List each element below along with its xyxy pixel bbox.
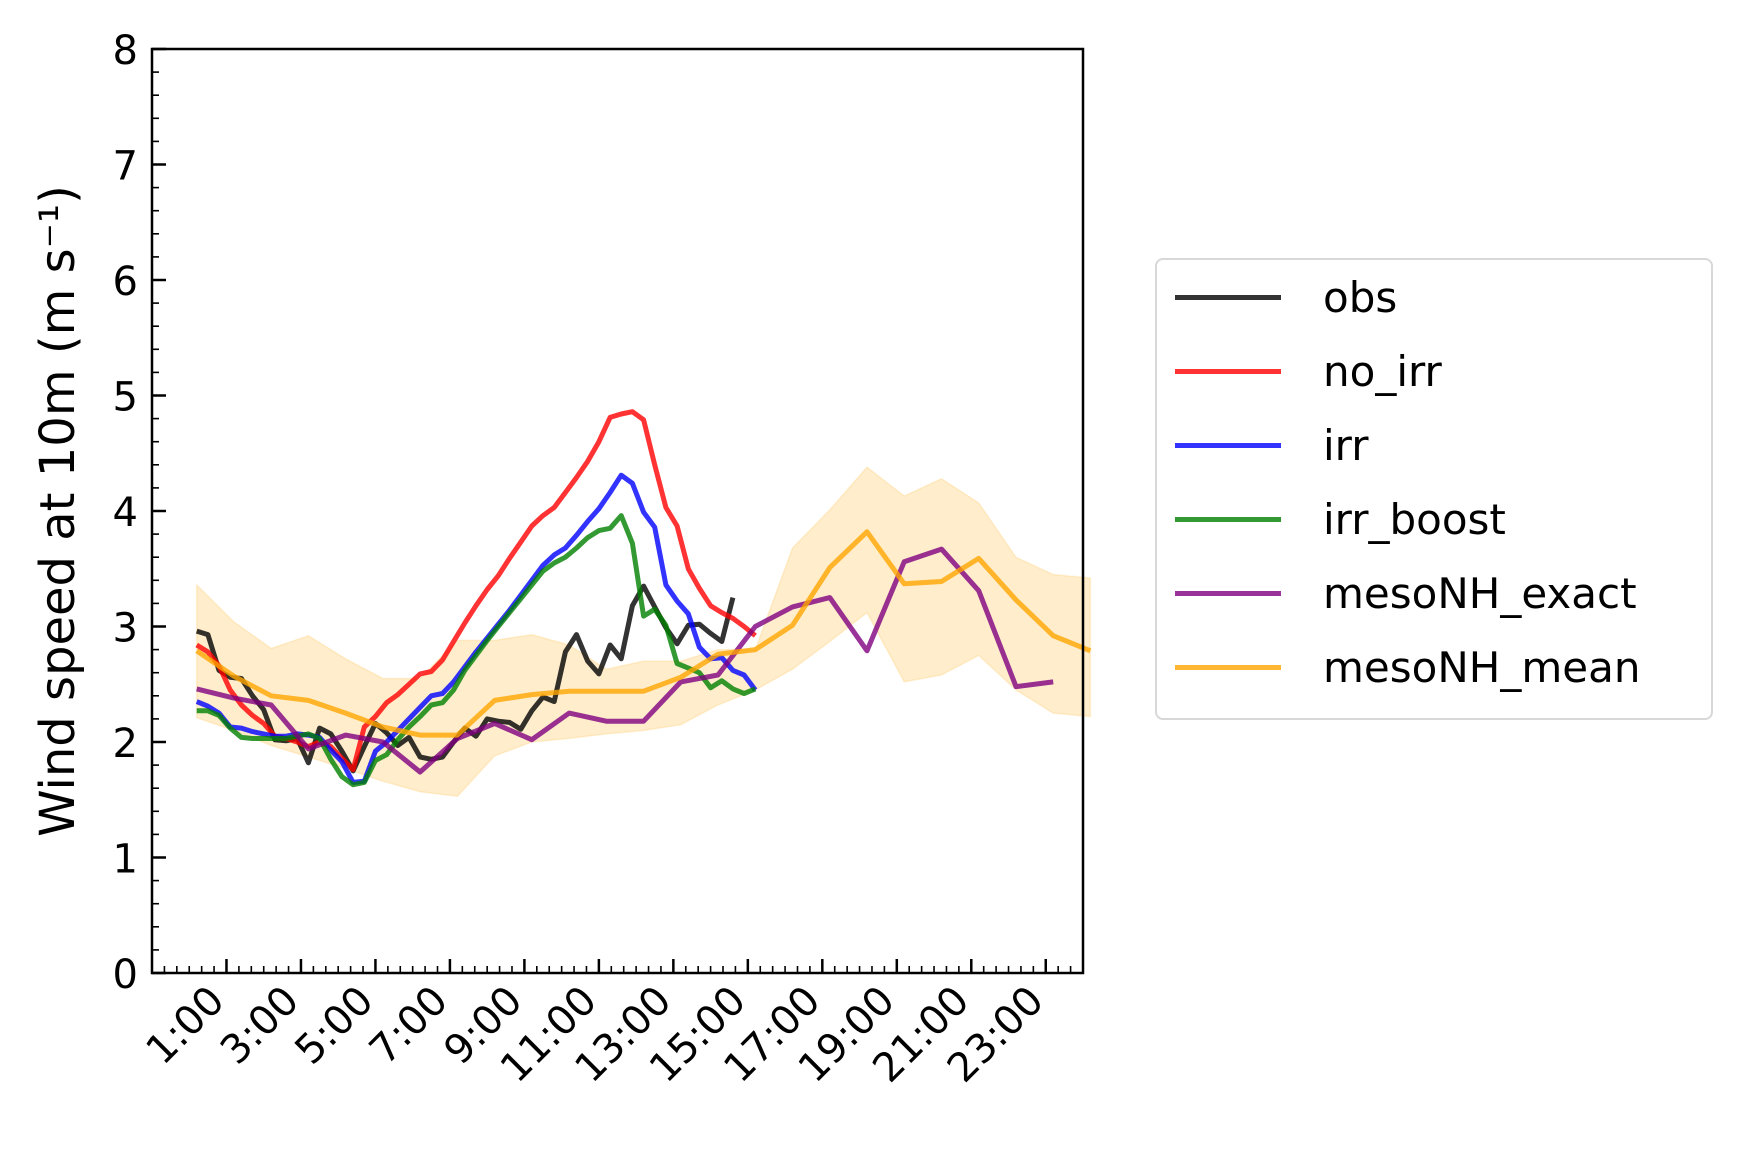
series-line-irr-boost — [196, 513, 757, 788]
legend-item-irr-boost: irr_boost — [1175, 482, 1506, 556]
legend-swatch-no-irr — [1175, 368, 1281, 374]
legend-swatch-mesonh-mean — [1175, 664, 1281, 670]
y-tick-label: 4 — [113, 490, 138, 536]
legend-swatch-irr-boost — [1175, 516, 1281, 522]
x-tick-label: 5:00 — [286, 978, 382, 1074]
y-tick-label: 0 — [113, 952, 138, 998]
x-tick-label: 1:00 — [138, 978, 234, 1074]
legend-item-obs: obs — [1175, 260, 1397, 334]
legend-swatch-obs — [1175, 294, 1281, 300]
x-tick-label: 7:00 — [361, 978, 457, 1074]
legend-label-no-irr: no_irr — [1323, 346, 1442, 396]
legend: obs no_irr irr irr_boost mesoNH_exact me… — [1155, 258, 1713, 720]
series-layer — [195, 409, 1092, 788]
legend-swatch-mesonh-exact — [1175, 590, 1281, 596]
y-tick-label: 1 — [113, 837, 138, 883]
legend-label-obs: obs — [1323, 272, 1398, 322]
y-tick-label: 6 — [113, 259, 138, 305]
legend-item-no-irr: no_irr — [1175, 334, 1442, 408]
legend-label-mesonh-mean: mesoNH_mean — [1323, 642, 1641, 692]
legend-item-mesonh-exact: mesoNH_exact — [1175, 556, 1637, 630]
legend-swatch-irr — [1175, 442, 1281, 448]
y-tick-label: 2 — [113, 721, 138, 767]
series-line-mesonh-exact — [196, 546, 1054, 775]
x-tick-label: 3:00 — [212, 978, 308, 1074]
y-tick-label: 5 — [113, 375, 138, 421]
y-tick-label: 8 — [113, 28, 138, 74]
legend-label-irr-boost: irr_boost — [1323, 494, 1506, 544]
y-tick-label: 7 — [113, 144, 138, 190]
legend-item-irr: irr — [1175, 408, 1368, 482]
y-axis-label: Wind speed at 10m (m s⁻¹) — [30, 185, 86, 837]
y-tick-label: 3 — [113, 606, 138, 652]
legend-item-mesonh-mean: mesoNH_mean — [1175, 630, 1640, 704]
legend-label-irr: irr — [1323, 420, 1369, 470]
legend-label-mesonh-exact: mesoNH_exact — [1323, 568, 1637, 618]
series-line-mesonh-mean — [195, 529, 1092, 738]
